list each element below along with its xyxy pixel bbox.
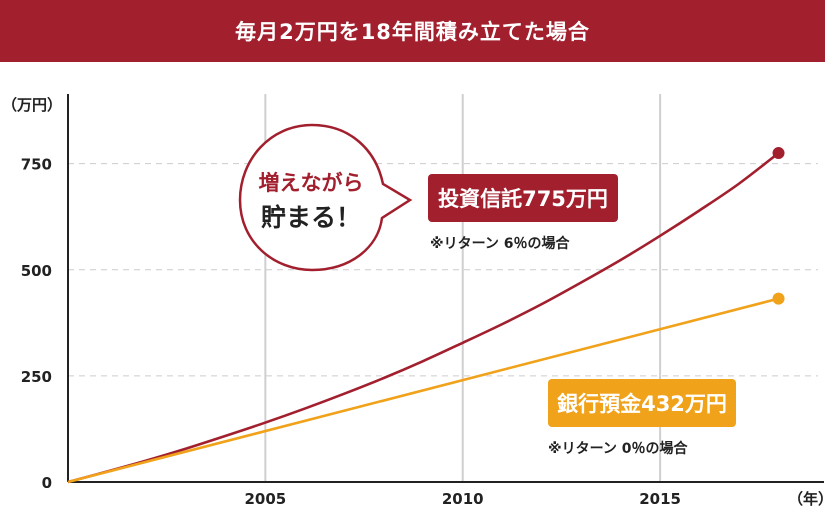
y-tick-label: 750 [21,156,52,174]
grid [68,94,818,482]
investment-line [67,152,780,484]
bank-note: ※リターン 0％の場合 [548,440,689,457]
axes: 0 250 500 750 2005 2010 2015 [21,94,824,508]
bubble-text-line1: 増えながら [259,171,364,195]
y-tick-label: 250 [21,368,52,386]
x-tick-label: 2005 [244,490,286,508]
y-tick-label: 0 [42,474,52,492]
y-tick-label: 500 [21,262,52,280]
bank-label: 銀行預金432万円 [557,392,727,416]
investment-label: 投資信託775万円 [438,187,608,211]
investment-note: ※リターン 6％の場合 [430,235,571,252]
x-tick-label: 2015 [639,490,681,508]
bank-line [67,297,779,484]
bubble-text-line2: 貯まる！ [261,203,361,232]
bank-end-point [772,292,785,305]
investment-end-point [772,147,785,160]
y-axis-label: （万円） [2,96,62,114]
speech-bubble: 増えながら 貯まる！ [238,123,413,272]
chart-title: 毎月2万円を18年間積み立てた場合 [0,0,825,62]
investment-label-box: 投資信託775万円 [428,174,618,222]
x-axis-label: （年） [788,490,825,508]
x-tick-label: 2010 [442,490,484,508]
bank-label-box: 銀行預金432万円 [548,379,736,427]
series-group [67,147,785,484]
